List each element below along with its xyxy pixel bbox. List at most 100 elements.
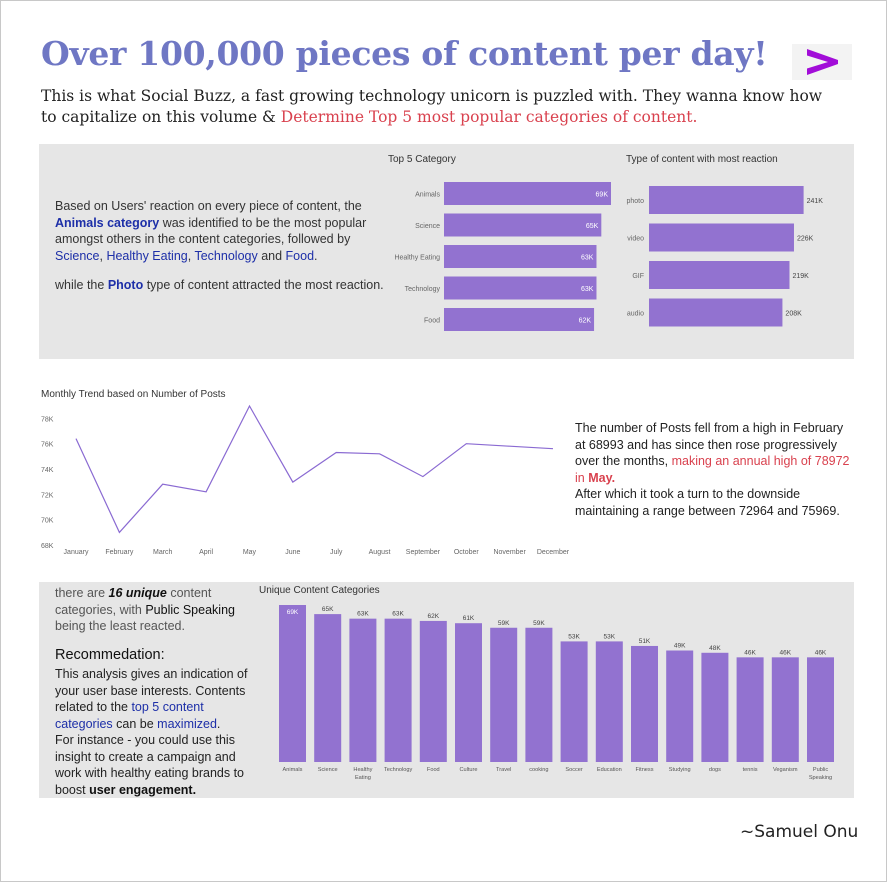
data-label: 48K — [709, 645, 721, 652]
data-label: 62K — [428, 613, 440, 620]
category-label: Studying — [669, 767, 691, 773]
category-label: dogs — [709, 767, 721, 773]
y-tick-label: 68K — [41, 543, 54, 550]
x-tick-label: November — [493, 549, 526, 556]
reco-text-4: For instance - you could use this insigh… — [55, 733, 244, 797]
category-label: Public — [813, 767, 828, 773]
unique-categories-text: there are 16 unique content categories, … — [55, 585, 241, 635]
data-label: 51K — [639, 638, 651, 645]
bar — [701, 652, 729, 762]
summary-science: Science — [55, 248, 100, 263]
x-tick-label: January — [64, 549, 89, 556]
data-label: 49K — [674, 643, 686, 650]
x-tick-label: August — [369, 549, 391, 556]
data-label: 53K — [604, 633, 616, 640]
category-label: Eating — [355, 775, 371, 781]
x-tick-label: July — [330, 549, 343, 556]
x-tick-label: February — [105, 549, 134, 556]
category-label: Fitness — [635, 767, 653, 773]
category-label: tennis — [743, 767, 758, 773]
photo-text-pre: while the — [55, 278, 108, 292]
unique-text-mid: content categories, with — [55, 586, 212, 617]
top-panel: Based on Users' reaction on every piece … — [39, 144, 854, 359]
y-tick-label: 70K — [41, 518, 54, 525]
trend-text-2: After which it took a turn to the downsi… — [575, 487, 840, 518]
reco-maximized: maximized — [157, 716, 217, 731]
category-label: Healthy Eating — [394, 255, 440, 262]
bar — [444, 308, 595, 331]
accenture-greater-than-logo-icon — [807, 49, 838, 75]
summary-text-2: was identified to be the most popular am… — [55, 215, 367, 247]
category-label: Animals — [283, 767, 303, 773]
data-label: 65K — [322, 606, 334, 613]
page-title: Over 100,000 pieces of content per day! — [41, 34, 768, 73]
category-label: Animals — [415, 192, 440, 199]
bar — [807, 657, 834, 762]
data-label: 241K — [807, 198, 824, 205]
bar — [444, 213, 602, 237]
reco-text-3: . — [216, 716, 221, 731]
summary-food: Food — [285, 248, 315, 263]
x-tick-label: April — [199, 549, 213, 556]
content-type-chart: photo 241K video 226K GIF 219K audio 208K — [626, 186, 824, 327]
trend-chart-title: Monthly Trend based on Number of Posts — [41, 389, 226, 400]
category-label: Food — [424, 318, 440, 325]
reco-text-1: This analysis gives an indication of you… — [55, 667, 248, 714]
trend-text: The number of Posts fell from a high in … — [575, 420, 855, 519]
bar — [455, 623, 482, 762]
data-label: 59K — [498, 620, 510, 627]
bar — [736, 657, 764, 762]
reco-text-2: can be — [112, 716, 158, 731]
bottom-panel: there are 16 unique content categories, … — [39, 582, 854, 798]
data-label: 61K — [463, 615, 475, 622]
y-tick-label: 78K — [41, 416, 54, 423]
subtitle-text: This is what Social Buzz, a fast growing… — [41, 87, 823, 126]
unique-chart-title: Unique Content Categories — [259, 585, 380, 596]
signature: ~Samuel Onu — [740, 822, 859, 842]
data-label: 46K — [780, 649, 792, 656]
series-line — [75, 404, 554, 534]
category-label: Food — [427, 767, 440, 773]
x-tick-label: March — [153, 549, 173, 556]
bar — [419, 620, 447, 762]
reco-user-engagement: user engagement. — [89, 782, 197, 797]
reco-top5-link: top 5 content categories — [55, 700, 204, 731]
bar — [349, 618, 377, 762]
y-tick-label: 76K — [41, 442, 54, 449]
bar — [560, 641, 588, 762]
recommendation-text: This analysis gives an indication of you… — [55, 666, 255, 798]
category-label: Veganism — [773, 767, 798, 773]
trend-text-1: The number of Posts fell from a high in … — [575, 421, 844, 468]
summary-animals: Animals category — [55, 215, 160, 230]
data-label: 208K — [785, 311, 802, 318]
x-tick-label: December — [537, 549, 570, 556]
unique-text-pre: there are — [55, 586, 109, 600]
category-label: Technology — [405, 286, 441, 293]
data-label: 53K — [568, 633, 580, 640]
data-label: 69K — [287, 609, 299, 616]
y-tick-label: 72K — [41, 492, 54, 499]
data-label: 46K — [815, 649, 827, 656]
top5-category-chart: Animals 69K Science 65K Healthy Eating 63K Tec… — [394, 182, 611, 331]
bar — [666, 650, 694, 762]
summary-comma-1: , — [99, 248, 107, 263]
data-label: 63K — [357, 611, 369, 618]
unique-number: 16 unique — [108, 586, 167, 600]
recommendation-heading: Recommedation: — [55, 647, 165, 663]
x-tick-label: October — [454, 549, 480, 556]
trend-text-may: May. — [588, 470, 616, 485]
bar — [444, 182, 611, 205]
summary-comma-2: , — [187, 248, 195, 263]
bar — [384, 618, 412, 762]
category-label: photo — [626, 198, 644, 205]
x-tick-label: June — [285, 549, 300, 556]
summary-period: . — [314, 248, 318, 263]
bar — [279, 605, 306, 762]
category-label: Science — [415, 223, 440, 230]
category-label: cooking — [529, 767, 548, 773]
trend-text-highlight: making an annual high of 78972 in — [575, 454, 850, 485]
summary-text-1: Based on Users' reaction on every piece … — [55, 199, 362, 213]
category-label: Speaking — [809, 775, 832, 781]
data-label: 69K — [596, 192, 609, 199]
unique-public-speaking: Public Speaking — [145, 602, 235, 617]
